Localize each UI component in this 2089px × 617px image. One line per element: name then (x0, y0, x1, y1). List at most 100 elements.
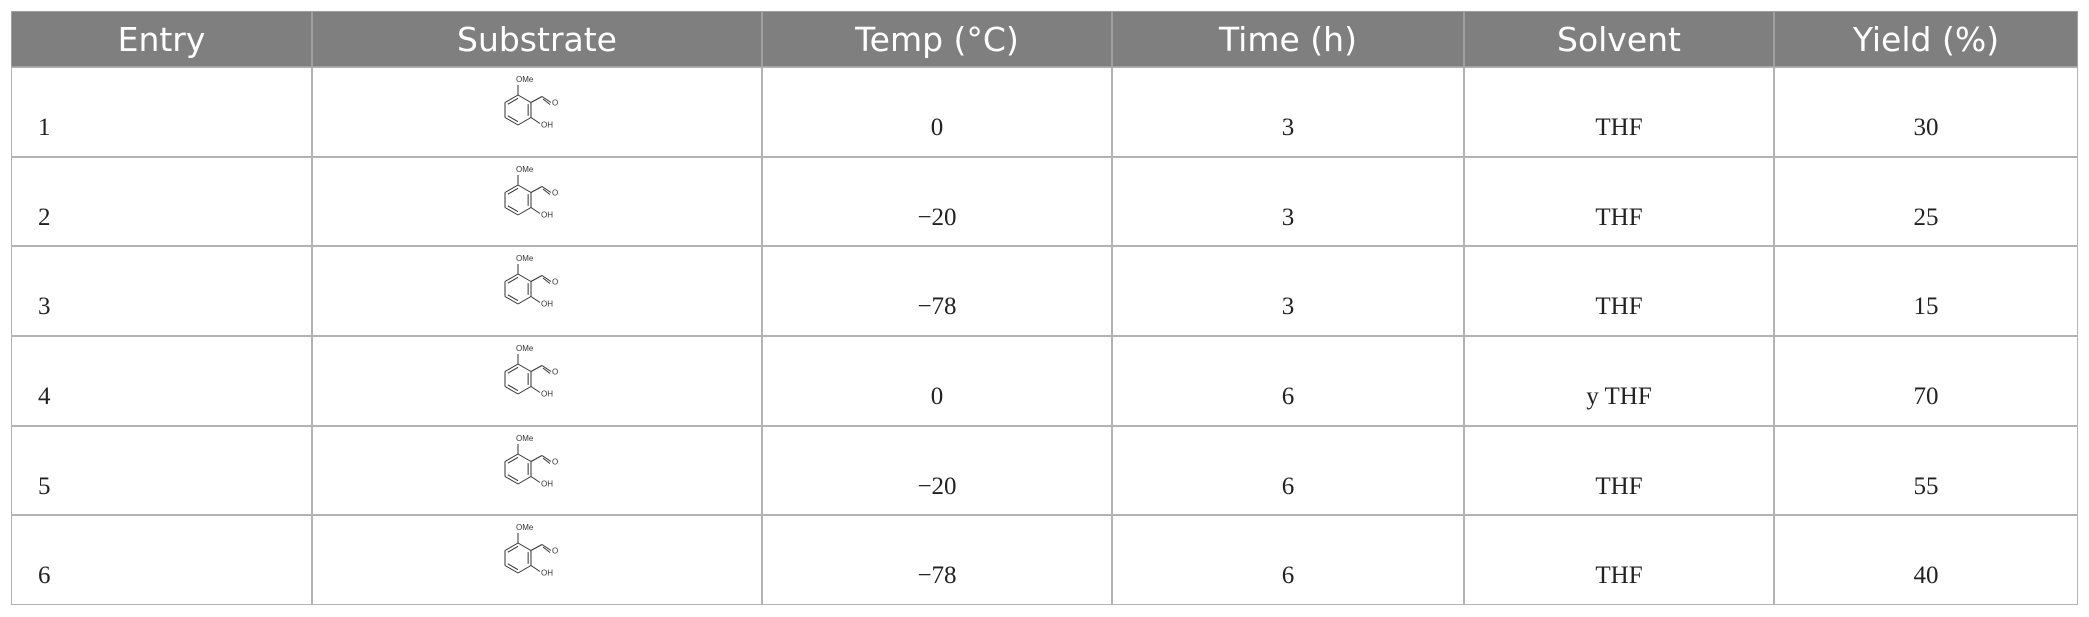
table-cell: THF (1464, 67, 1774, 157)
table-cell: 3 (1112, 67, 1464, 157)
table-cell: OMe O OH (312, 515, 762, 605)
bond (542, 188, 551, 195)
bond (542, 367, 551, 374)
hydroxy-label: OH (541, 390, 553, 399)
substrate-structure: OMe O OH (504, 344, 558, 399)
bond (507, 277, 519, 284)
bond (504, 363, 519, 372)
carbonyl-label: O (552, 547, 558, 556)
cell-text: THF (1595, 203, 1643, 231)
methoxy-label: OMe (516, 75, 534, 84)
cell-text: THF (1595, 114, 1643, 141)
bond (530, 117, 541, 124)
table-cell: 4 (11, 336, 312, 426)
substrate-structure: OMe O OH (504, 523, 558, 578)
table-cell: 0 (762, 67, 1112, 157)
table-cell: 25 (1774, 156, 2078, 247)
cell-text: 5 (38, 472, 51, 500)
table-cell: OMe O OH (312, 336, 762, 426)
table-cell: 5 (11, 425, 312, 516)
methoxy-label: OMe (516, 165, 534, 174)
bond (507, 474, 519, 481)
cell-text: y THF (1586, 383, 1652, 410)
table-cell: THF (1464, 425, 1774, 516)
bond (530, 296, 541, 304)
cell-text: 3 (1281, 293, 1295, 321)
cell-text: 2 (38, 203, 51, 231)
header-cell: Temp (°C) (762, 11, 1112, 67)
bond (504, 206, 519, 216)
table-cell: 2 (11, 156, 312, 247)
carbonyl-label: O (552, 368, 558, 377)
header-cell: Solvent (1464, 11, 1774, 67)
table-cell: 0 (762, 336, 1112, 426)
bond (541, 454, 552, 462)
substrate-structure: OMe O OH (504, 165, 558, 219)
table-cell: 15 (1774, 246, 2078, 336)
bond (517, 206, 532, 216)
bond (507, 187, 519, 195)
cell-text: 3 (1281, 203, 1295, 231)
bond (507, 115, 519, 123)
table-cell: 6 (11, 515, 312, 605)
cell-text: 3 (38, 293, 51, 321)
cell-text: 0 (930, 383, 944, 410)
table-cell: −78 (762, 515, 1112, 605)
header-cell: Substrate (312, 11, 762, 67)
bond (541, 96, 552, 103)
bond (507, 294, 519, 302)
header-cell: Time (h) (1112, 11, 1464, 67)
hydroxy-label: OH (541, 121, 553, 130)
table-cell: 1 (11, 67, 312, 157)
bond (504, 296, 519, 305)
cell-text: 6 (1281, 383, 1295, 410)
table-cell: OMe O OH (312, 246, 762, 336)
cell-text: THF (1595, 293, 1643, 321)
methoxy-label: OMe (516, 254, 534, 263)
header-cell: Entry (11, 11, 312, 67)
bond (517, 273, 532, 283)
table-cell: THF (1464, 246, 1774, 336)
bond (530, 475, 541, 483)
bond (517, 363, 532, 372)
carbonyl-label: O (552, 188, 558, 197)
bond (530, 206, 541, 214)
bond (504, 453, 519, 462)
bond (517, 117, 532, 126)
bond (517, 453, 532, 462)
cell-text: −20 (917, 203, 957, 231)
bond (530, 275, 543, 283)
cell-text: 6 (1281, 562, 1295, 590)
cell-text: 4 (38, 383, 51, 410)
cell-text: 25 (1913, 203, 1939, 231)
hydroxy-label: OH (541, 479, 553, 488)
methoxy-label: OMe (516, 344, 534, 353)
carbonyl-label: O (552, 99, 558, 108)
bond (507, 546, 519, 553)
table-cell: OMe O OH (312, 156, 762, 247)
hydroxy-label: OH (541, 300, 553, 309)
table-cell: −20 (762, 425, 1112, 516)
bond (530, 454, 543, 462)
substrate-structure: OMe O OH (504, 254, 558, 309)
bond (541, 185, 552, 193)
bond (542, 457, 551, 464)
methoxy-label: OMe (516, 434, 534, 443)
bond (530, 365, 543, 372)
bond (507, 384, 519, 392)
cell-text: −78 (917, 293, 957, 321)
table-cell: 6 (1112, 425, 1464, 516)
bond (507, 205, 519, 212)
hydroxy-label: OH (541, 210, 553, 219)
bond (517, 565, 532, 574)
bond (517, 386, 532, 395)
carbonyl-label: O (552, 457, 558, 466)
methoxy-label: OMe (516, 523, 534, 532)
bond (504, 117, 519, 126)
table-cell: THF (1464, 156, 1774, 247)
cell-text: 1 (38, 114, 51, 141)
bond (541, 365, 552, 372)
cell-text: 40 (1913, 562, 1939, 590)
table-cell: 6 (1112, 515, 1464, 605)
